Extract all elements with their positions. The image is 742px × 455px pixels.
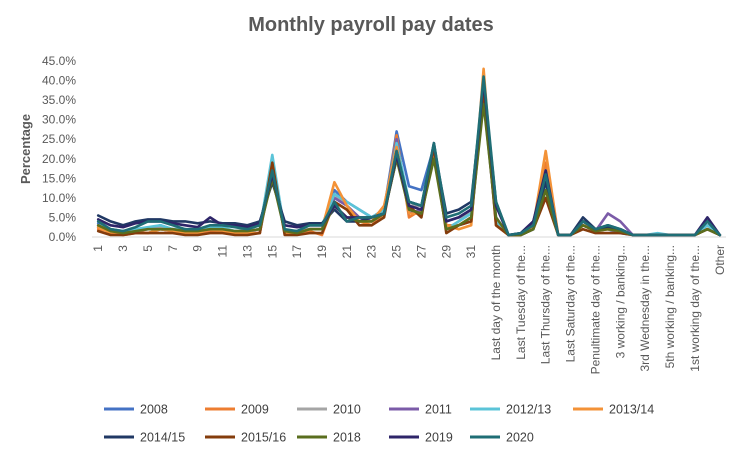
- x-tick-label: 31: [464, 245, 478, 259]
- x-tick-label: 19: [315, 245, 329, 259]
- legend-label: 2018: [333, 431, 361, 445]
- legend-label: 2015/16: [241, 431, 286, 445]
- x-tick-label: Last Saturday of the...: [564, 245, 578, 362]
- x-tick-label: 1st working day of the...: [688, 245, 702, 372]
- x-tick-label: 7: [166, 245, 180, 252]
- x-tick-label: 3: [116, 245, 130, 252]
- y-tick-label: 40.0%: [42, 74, 76, 88]
- legend-label: 2014/15: [140, 431, 185, 445]
- x-tick-label: 17: [290, 245, 304, 259]
- x-tick-label: 27: [414, 245, 428, 259]
- y-tick-label: 20.0%: [42, 152, 76, 166]
- x-tick-label: Last day of the month: [489, 245, 503, 360]
- x-tick-label: 1: [91, 245, 105, 252]
- y-tick-label: 10.0%: [42, 191, 76, 205]
- x-tick-label: 15: [265, 245, 279, 259]
- legend-label: 2010: [333, 403, 361, 417]
- legend-label: 2012/13: [506, 403, 551, 417]
- y-tick-label: 5.0%: [49, 210, 77, 224]
- x-tick-label: Last Tuesday of the...: [514, 245, 528, 360]
- legend-label: 2009: [241, 403, 269, 417]
- x-tick-label: Penultimate day of the...: [588, 245, 602, 374]
- x-tick-label: 25: [390, 245, 404, 259]
- x-tick-label: 5th working / banking...: [663, 245, 677, 368]
- x-tick-label: 21: [340, 245, 354, 259]
- x-tick-label: 29: [439, 245, 453, 259]
- x-tick-label: Other: [713, 245, 727, 275]
- y-tick-label: 30.0%: [42, 113, 76, 127]
- x-tick-label: 9: [191, 245, 205, 252]
- series-line: [96, 102, 722, 237]
- y-tick-label: 25.0%: [42, 132, 76, 146]
- legend-label: 2020: [506, 431, 534, 445]
- series-line: [96, 75, 722, 237]
- y-tick-label: 45.0%: [42, 54, 76, 68]
- legend-label: 2019: [425, 431, 453, 445]
- x-tick-label: 5: [141, 245, 155, 252]
- legend-label: 2013/14: [609, 403, 654, 417]
- chart-title: Monthly payroll pay dates: [248, 14, 494, 36]
- x-tick-label: 3rd Wednesday in the...: [638, 245, 652, 372]
- y-axis-title: Percentage: [18, 114, 33, 184]
- x-tick-label: 3 working / banking...: [613, 245, 627, 358]
- y-tick-label: 15.0%: [42, 171, 76, 185]
- legend-label: 2011: [425, 403, 452, 417]
- x-tick-label: 13: [240, 245, 254, 259]
- x-tick-label: 11: [216, 245, 230, 258]
- y-tick-label: 35.0%: [42, 93, 76, 107]
- x-tick-label: Last Thursday of the...: [539, 245, 553, 364]
- x-tick-label: 23: [365, 245, 379, 259]
- legend-label: 2008: [140, 403, 168, 417]
- y-tick-label: 0.0%: [49, 230, 77, 244]
